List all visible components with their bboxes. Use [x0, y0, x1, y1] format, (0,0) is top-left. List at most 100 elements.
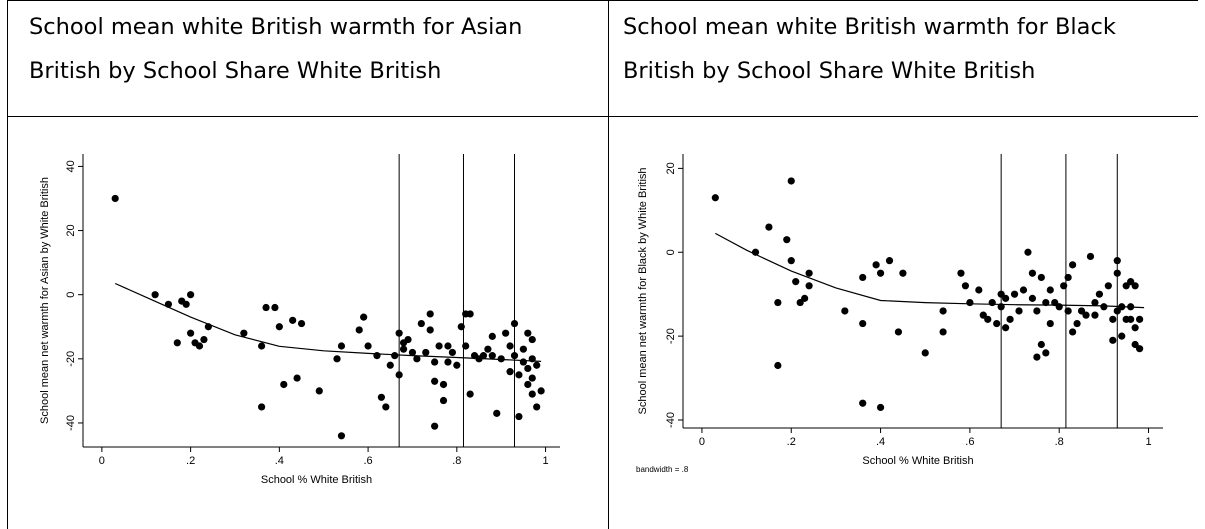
data-point	[417, 319, 425, 328]
data-point	[859, 399, 867, 407]
y-tick-label: -40	[65, 415, 77, 431]
data-point	[187, 329, 195, 337]
data-point	[484, 345, 492, 353]
data-point	[1073, 319, 1081, 328]
data-point	[957, 269, 965, 277]
y-axis-label: School mean net warmth for Asian by Whit…	[39, 177, 51, 424]
x-tick-label: .8	[1055, 436, 1064, 448]
data-point	[533, 361, 541, 369]
data-point	[240, 329, 248, 337]
table-border-top	[7, 0, 1198, 1]
data-point	[894, 328, 903, 336]
data-point	[939, 307, 947, 315]
data-point	[462, 342, 470, 350]
data-point	[805, 282, 813, 290]
data-point	[515, 371, 523, 379]
x-tick-label: .2	[787, 436, 796, 448]
data-point	[453, 361, 461, 369]
data-point	[426, 310, 434, 318]
data-point	[1002, 294, 1010, 302]
data-point	[524, 329, 532, 337]
data-point	[528, 390, 536, 398]
data-point	[182, 300, 190, 308]
data-point	[439, 396, 448, 405]
y-tick-label: 20	[665, 162, 677, 174]
y-axis-label: School mean net warmth for Black by Whit…	[637, 168, 649, 415]
data-point	[431, 358, 439, 366]
data-point	[373, 352, 381, 360]
data-point	[939, 328, 947, 336]
x-tick-label: 1	[543, 455, 549, 467]
data-point	[1086, 252, 1095, 261]
data-point	[293, 374, 301, 382]
x-tick-label: 1	[1145, 436, 1151, 448]
data-point	[493, 409, 501, 417]
x-axis-label: School % White British	[261, 474, 372, 486]
data-point	[537, 387, 545, 395]
left-header: School mean white British warmth for Asi…	[29, 5, 522, 93]
data-point	[1046, 286, 1054, 294]
asian-warmth-scatter-chart: 0 .2 .4 .6 .8 1 -40 -20 0 20 40 School % White Bri…	[39, 154, 560, 486]
data-point	[271, 303, 279, 312]
data-point	[533, 403, 541, 411]
data-point	[1109, 315, 1117, 323]
data-point	[519, 358, 527, 366]
table-header-divider	[7, 116, 1198, 117]
right-header-line-2: British by School Share White British	[623, 58, 1036, 84]
data-point	[774, 361, 782, 370]
data-point	[1024, 248, 1032, 256]
data-point	[337, 342, 346, 350]
data-point	[1028, 294, 1037, 302]
data-point	[984, 315, 992, 323]
data-point	[195, 342, 204, 350]
x-tick-label: .6	[363, 455, 372, 467]
data-point	[1131, 282, 1139, 290]
data-point	[966, 298, 974, 307]
data-point	[1002, 324, 1010, 332]
data-point	[360, 313, 368, 321]
data-point	[497, 355, 505, 363]
data-point	[506, 342, 514, 350]
data-point	[395, 329, 403, 337]
data-point	[382, 403, 390, 411]
data-point	[1064, 307, 1072, 315]
chart-marks: 0 .2 .4 .6 .8 1 -40 -20 0 20 40	[65, 154, 560, 467]
data-point	[1033, 307, 1041, 315]
data-point	[1082, 311, 1090, 319]
data-point	[1091, 311, 1099, 319]
data-point	[395, 371, 403, 379]
data-point	[988, 298, 996, 307]
x-tick-label: .4	[876, 436, 885, 448]
data-point	[439, 380, 448, 389]
data-point	[801, 294, 809, 302]
x-tick-label: .4	[275, 455, 284, 467]
data-point	[422, 348, 430, 357]
lowess-fit-line	[114, 282, 542, 362]
data-point	[1055, 303, 1063, 311]
data-point	[711, 194, 719, 202]
data-point	[506, 368, 514, 376]
data-point	[488, 332, 496, 340]
data-point	[1136, 315, 1144, 323]
right-header-line-1: School mean white British warmth for Bla…	[623, 14, 1116, 40]
data-point	[364, 342, 372, 350]
data-point	[1091, 298, 1099, 307]
data-point	[1118, 332, 1126, 340]
data-point	[187, 291, 195, 299]
data-point	[448, 348, 456, 357]
data-point	[765, 223, 773, 231]
data-point	[859, 273, 867, 282]
data-point	[841, 307, 849, 315]
data-point	[1060, 282, 1068, 290]
data-point	[399, 345, 408, 353]
data-point	[1069, 328, 1077, 336]
data-point	[528, 374, 536, 382]
table-border-middle	[608, 0, 609, 529]
data-point	[258, 342, 266, 350]
x-tick-label: .8	[452, 455, 461, 467]
data-point	[783, 236, 791, 244]
data-point	[792, 278, 800, 286]
data-point	[859, 319, 867, 328]
data-point	[1033, 353, 1041, 361]
table-border-left	[7, 0, 8, 529]
